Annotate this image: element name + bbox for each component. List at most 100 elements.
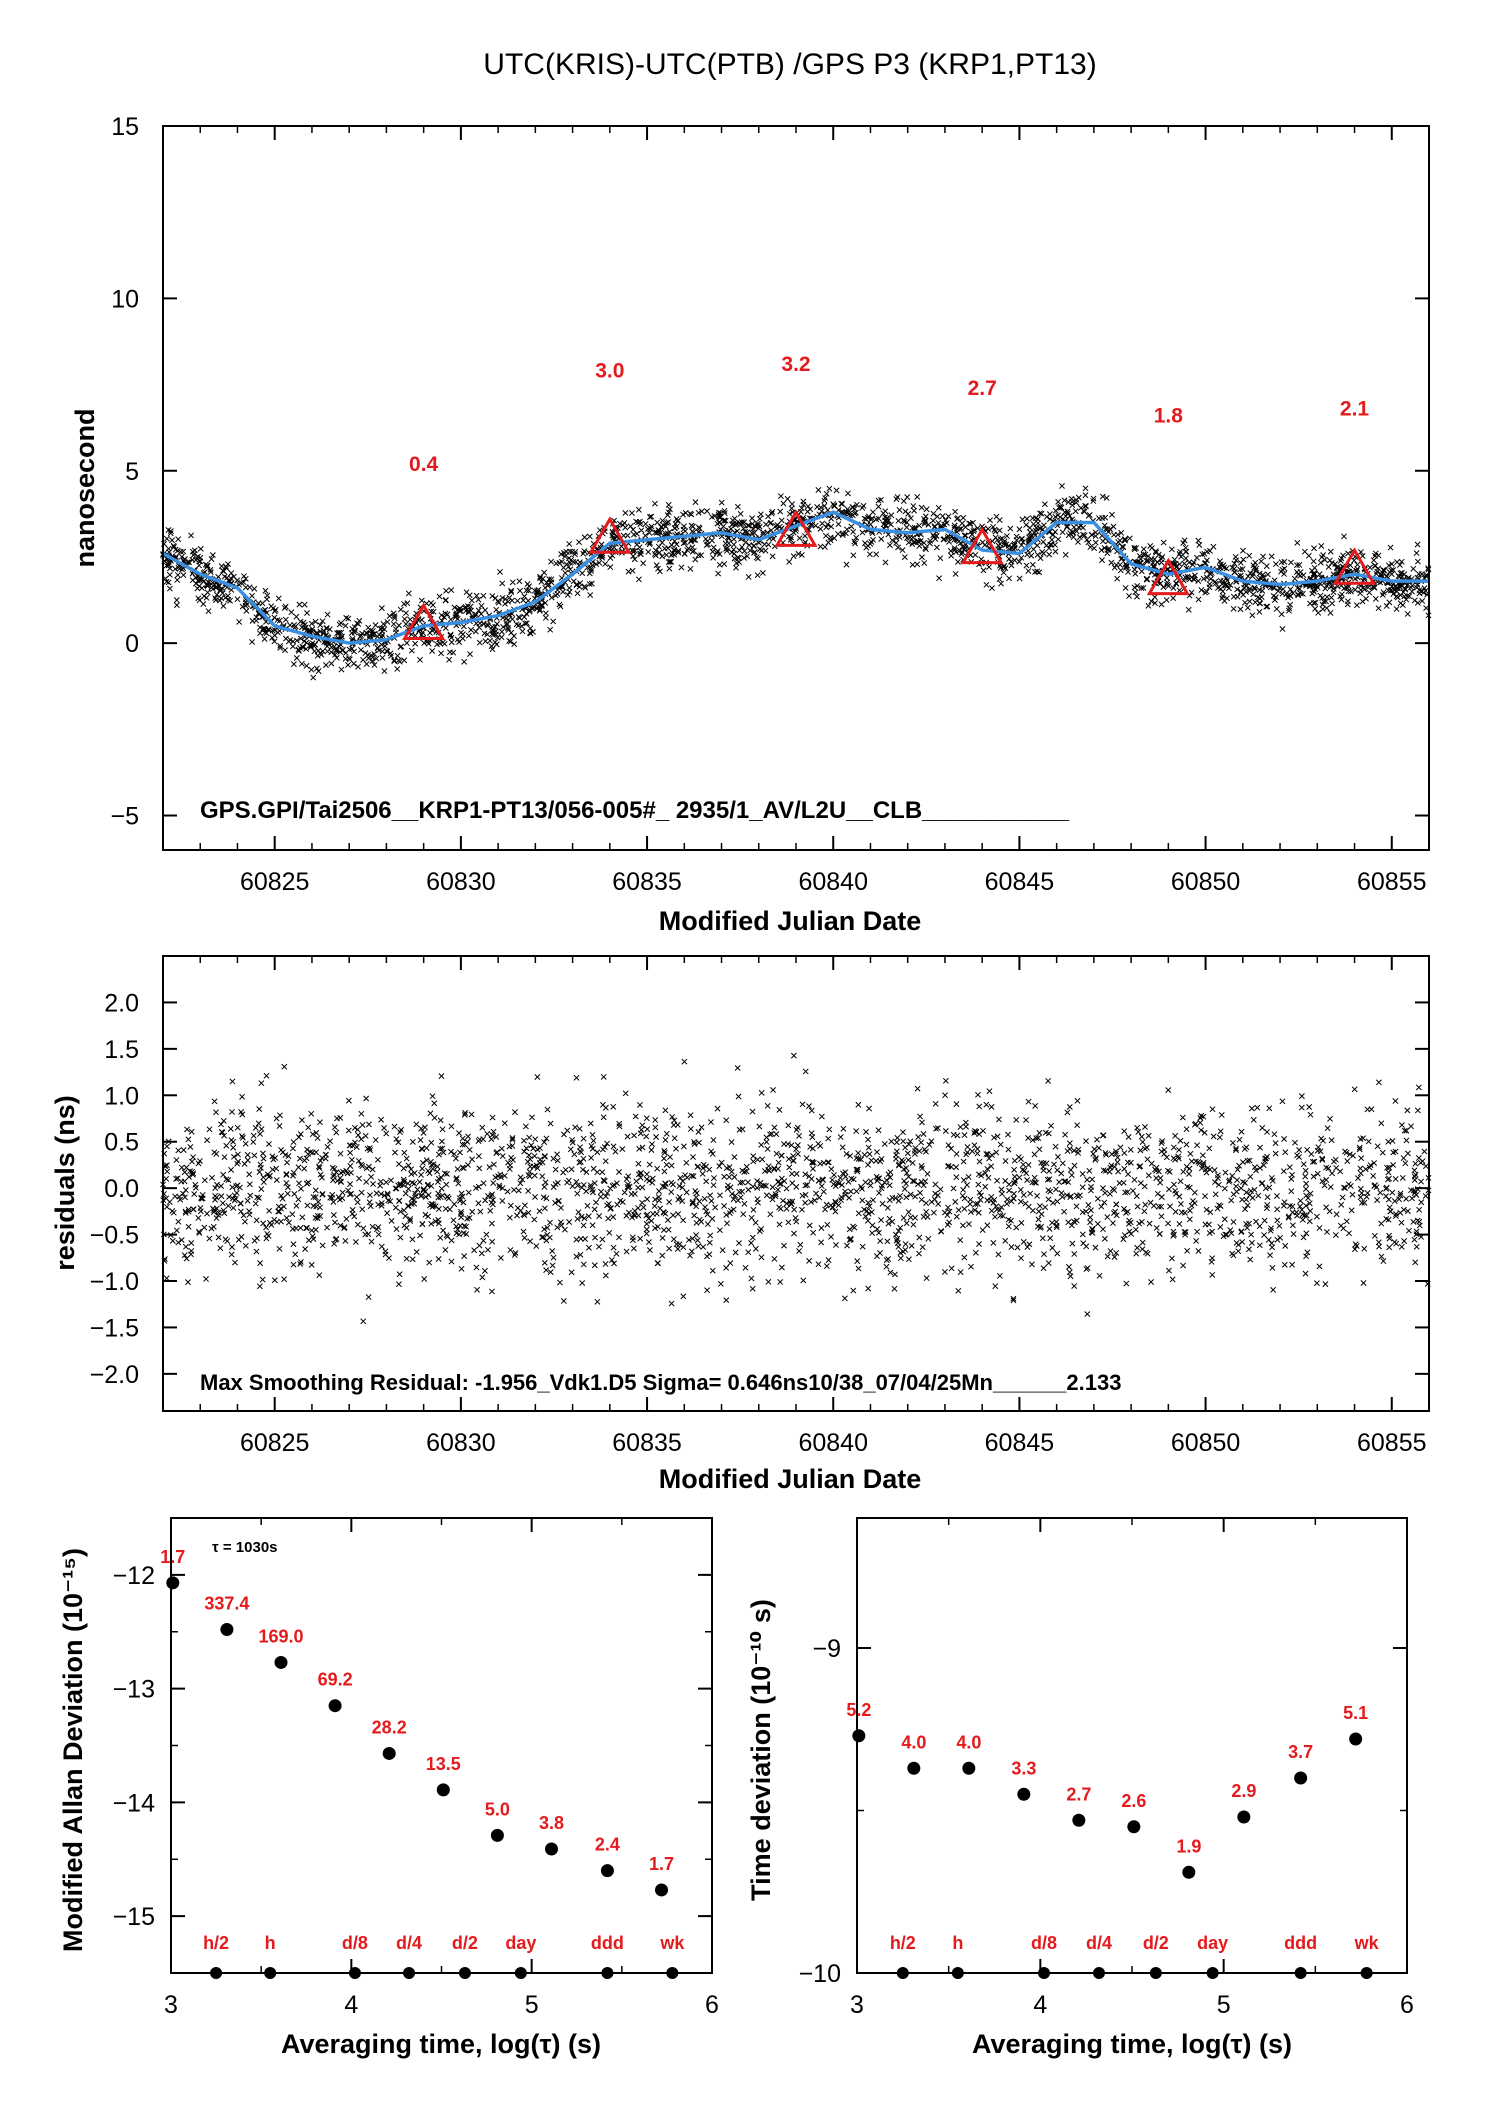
utc-point bbox=[1018, 535, 1025, 542]
utc-point bbox=[1126, 593, 1133, 599]
utc-point bbox=[1237, 588, 1244, 595]
utc-point bbox=[1016, 558, 1023, 565]
utc-point bbox=[1023, 562, 1030, 569]
utc-point bbox=[369, 658, 376, 665]
utc-point bbox=[698, 508, 705, 515]
utc-point bbox=[812, 522, 819, 529]
utc-point bbox=[951, 522, 958, 529]
utc-point bbox=[1020, 539, 1026, 546]
utc-point bbox=[1256, 608, 1263, 615]
x-tick-label: 60845 bbox=[985, 868, 1055, 896]
utc-point bbox=[704, 508, 710, 515]
utc-point bbox=[751, 529, 758, 536]
utc-point bbox=[401, 616, 408, 623]
utc-point bbox=[1273, 606, 1280, 612]
utc-point bbox=[1057, 514, 1064, 521]
utc-point bbox=[571, 551, 578, 558]
utc-point bbox=[505, 617, 512, 623]
utc-point bbox=[1064, 510, 1071, 517]
utc-point bbox=[667, 558, 673, 565]
utc-point bbox=[494, 620, 501, 627]
utc-point bbox=[228, 570, 235, 576]
x-tick-label: 60835 bbox=[612, 868, 682, 896]
utc-point bbox=[625, 568, 632, 575]
utc-point bbox=[1118, 529, 1125, 536]
utc-point bbox=[822, 495, 829, 501]
utc-point bbox=[966, 520, 973, 527]
utc-point bbox=[1138, 568, 1145, 575]
utc-point bbox=[1182, 555, 1189, 562]
utc-point bbox=[734, 528, 741, 535]
utc-point bbox=[777, 493, 784, 500]
utc-point bbox=[412, 640, 419, 647]
utc-point bbox=[1073, 528, 1080, 535]
utc-point bbox=[1317, 559, 1324, 566]
utc-point bbox=[1413, 550, 1420, 557]
utc-point bbox=[770, 535, 777, 542]
utc-point bbox=[1185, 606, 1192, 613]
utc-point bbox=[1188, 574, 1195, 581]
utc-point bbox=[1233, 557, 1240, 564]
utc-point bbox=[748, 529, 755, 536]
utc-point bbox=[1290, 590, 1296, 597]
utc-point bbox=[313, 665, 320, 672]
utc-point bbox=[1075, 494, 1082, 501]
utc-point bbox=[971, 526, 978, 533]
utc-point bbox=[1035, 516, 1041, 523]
utc-point bbox=[296, 601, 303, 608]
utc-point bbox=[1352, 586, 1359, 593]
utc-point bbox=[1414, 558, 1421, 565]
utc-point bbox=[742, 539, 749, 546]
utc-point bbox=[303, 645, 310, 652]
utc-point bbox=[1200, 575, 1207, 582]
utc-point bbox=[1170, 585, 1177, 591]
utc-point bbox=[1025, 568, 1032, 574]
utc-point bbox=[873, 551, 880, 558]
utc-point bbox=[1019, 516, 1026, 523]
utc-point bbox=[1387, 544, 1394, 551]
utc-point bbox=[698, 552, 705, 559]
utc-point bbox=[573, 582, 580, 589]
utc-point bbox=[1312, 605, 1319, 612]
utc-point bbox=[293, 655, 300, 661]
utc-point bbox=[442, 597, 449, 604]
utc-point bbox=[1249, 612, 1256, 619]
utc-info-text: GPS.GPI/Tai2506__KRP1-PT13/056-005#_ 293… bbox=[200, 797, 1070, 824]
utc-point bbox=[798, 505, 805, 512]
utc-point bbox=[1198, 587, 1205, 593]
utc-point bbox=[1366, 589, 1373, 596]
utc-point bbox=[895, 517, 902, 524]
x-tick-label: 60845 bbox=[985, 1429, 1055, 1457]
utc-point bbox=[550, 618, 557, 625]
triangle-value-label: 2.7 bbox=[968, 377, 997, 400]
utc-point bbox=[1131, 584, 1138, 591]
utc-point bbox=[227, 597, 233, 604]
utc-point bbox=[570, 578, 577, 585]
utc-point bbox=[631, 556, 638, 563]
utc-point bbox=[1080, 531, 1087, 538]
utc-point bbox=[1062, 551, 1069, 558]
utc-point bbox=[1246, 552, 1253, 559]
utc-point bbox=[768, 519, 775, 526]
utc-point bbox=[687, 538, 694, 545]
utc-point bbox=[1330, 585, 1337, 592]
utc-point bbox=[275, 595, 282, 602]
utc-point bbox=[663, 552, 670, 558]
utc-point bbox=[574, 590, 581, 597]
utc-point bbox=[1082, 503, 1089, 509]
utc-point bbox=[1176, 587, 1183, 594]
utc-point bbox=[223, 565, 230, 571]
utc-point bbox=[730, 541, 737, 548]
utc-point bbox=[992, 528, 999, 535]
utc-point bbox=[972, 551, 979, 558]
utc-point bbox=[860, 502, 867, 509]
utc-point bbox=[981, 542, 988, 549]
utc-point bbox=[564, 591, 571, 598]
utc-y-axis-title: nanosecond bbox=[70, 408, 100, 567]
utc-point bbox=[645, 549, 652, 555]
utc-point bbox=[930, 510, 937, 517]
utc-point bbox=[1090, 498, 1097, 504]
utc-point bbox=[992, 534, 999, 541]
utc-point bbox=[167, 530, 174, 537]
